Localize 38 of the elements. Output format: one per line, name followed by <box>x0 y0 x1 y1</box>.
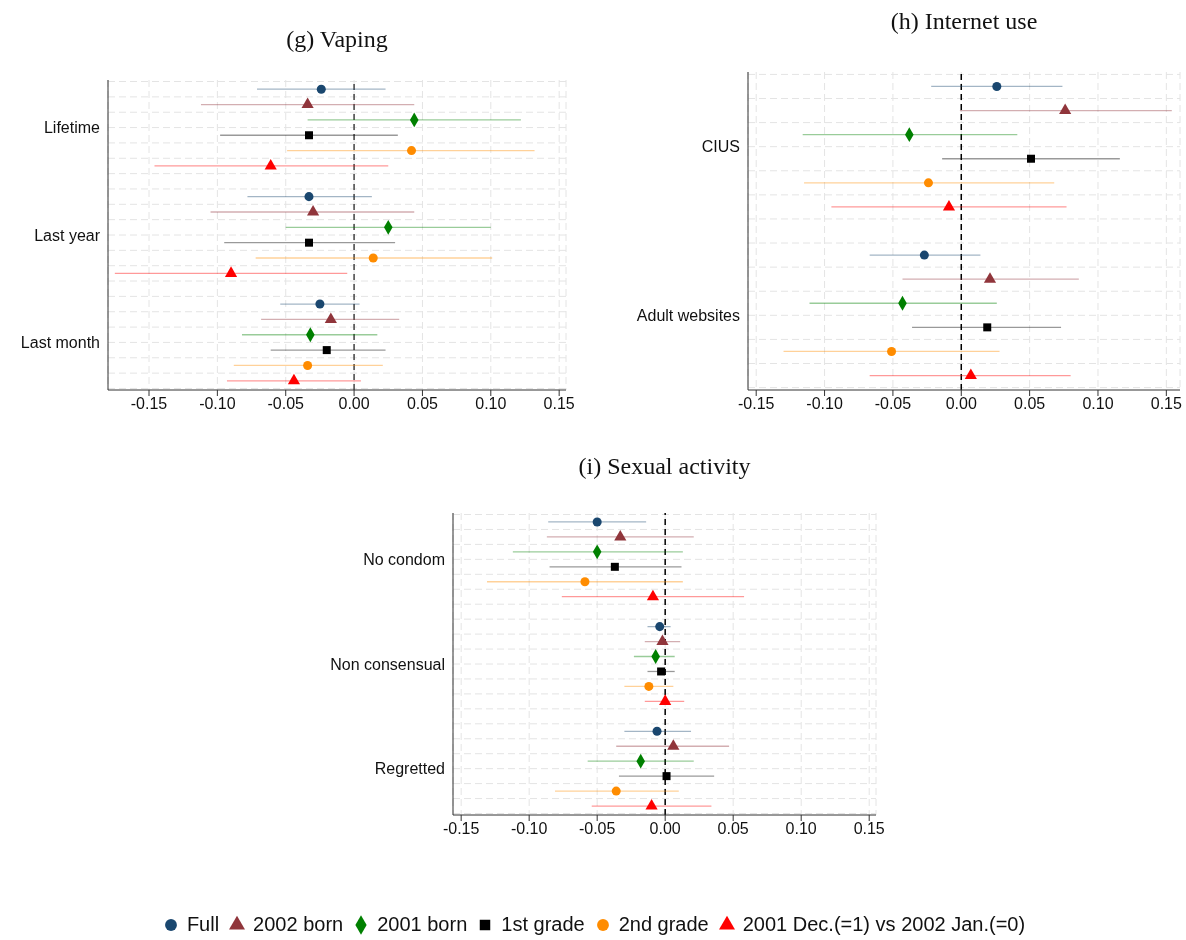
x-tick-label: -0.05 <box>874 395 912 413</box>
x-tick-label: 0.00 <box>649 820 681 838</box>
y-tick-label: Lifetime <box>43 119 101 137</box>
y-tick-label: Last year <box>34 226 101 244</box>
y-tick-label: Last month <box>20 334 100 352</box>
legend-label: 2001 born <box>377 913 468 936</box>
x-tick-label: 0.15 <box>543 395 575 413</box>
x-tick-label: 0.05 <box>1014 395 1046 413</box>
y-tick-label: CIUS <box>701 138 740 156</box>
chart-title: (i) Sexual activity <box>577 453 752 480</box>
legend-label: 2001 Dec.(=1) vs 2002 Jan.(=0) <box>742 913 1026 936</box>
x-tick-label: 0.05 <box>717 820 749 838</box>
x-tick-label: 0.10 <box>785 820 817 838</box>
x-tick-label: 0.15 <box>853 820 885 838</box>
x-tick-label: -0.10 <box>510 820 548 838</box>
legend-label: 2nd grade <box>618 913 709 936</box>
x-tick-label: -0.15 <box>442 820 480 838</box>
legend-label: 1st grade <box>501 913 585 936</box>
legend-label: 2002 born <box>253 913 344 936</box>
chart-title: (g) Vaping <box>285 26 389 53</box>
x-tick-label: 0.10 <box>1082 395 1114 413</box>
y-tick-label: Non consensual <box>330 655 445 673</box>
y-tick-label: Adult websites <box>636 307 740 324</box>
chart-title: (h) Internet use <box>889 8 1039 35</box>
x-tick-label: 0.10 <box>475 395 507 413</box>
x-tick-label: 0.05 <box>406 395 439 413</box>
x-tick-label: -0.10 <box>199 395 236 413</box>
legend-label: Full <box>186 913 220 936</box>
x-tick-label: -0.05 <box>578 820 616 838</box>
x-tick-label: -0.15 <box>737 395 775 413</box>
x-tick-label: 0.00 <box>945 395 977 413</box>
y-tick-label: No condom <box>363 551 445 569</box>
x-tick-label: -0.15 <box>130 395 168 413</box>
y-tick-label: Regretted <box>374 760 445 778</box>
x-tick-label: 0.00 <box>338 395 370 413</box>
x-tick-label: 0.15 <box>1150 395 1182 413</box>
x-tick-label: -0.10 <box>806 395 843 413</box>
x-tick-label: -0.05 <box>267 395 305 413</box>
